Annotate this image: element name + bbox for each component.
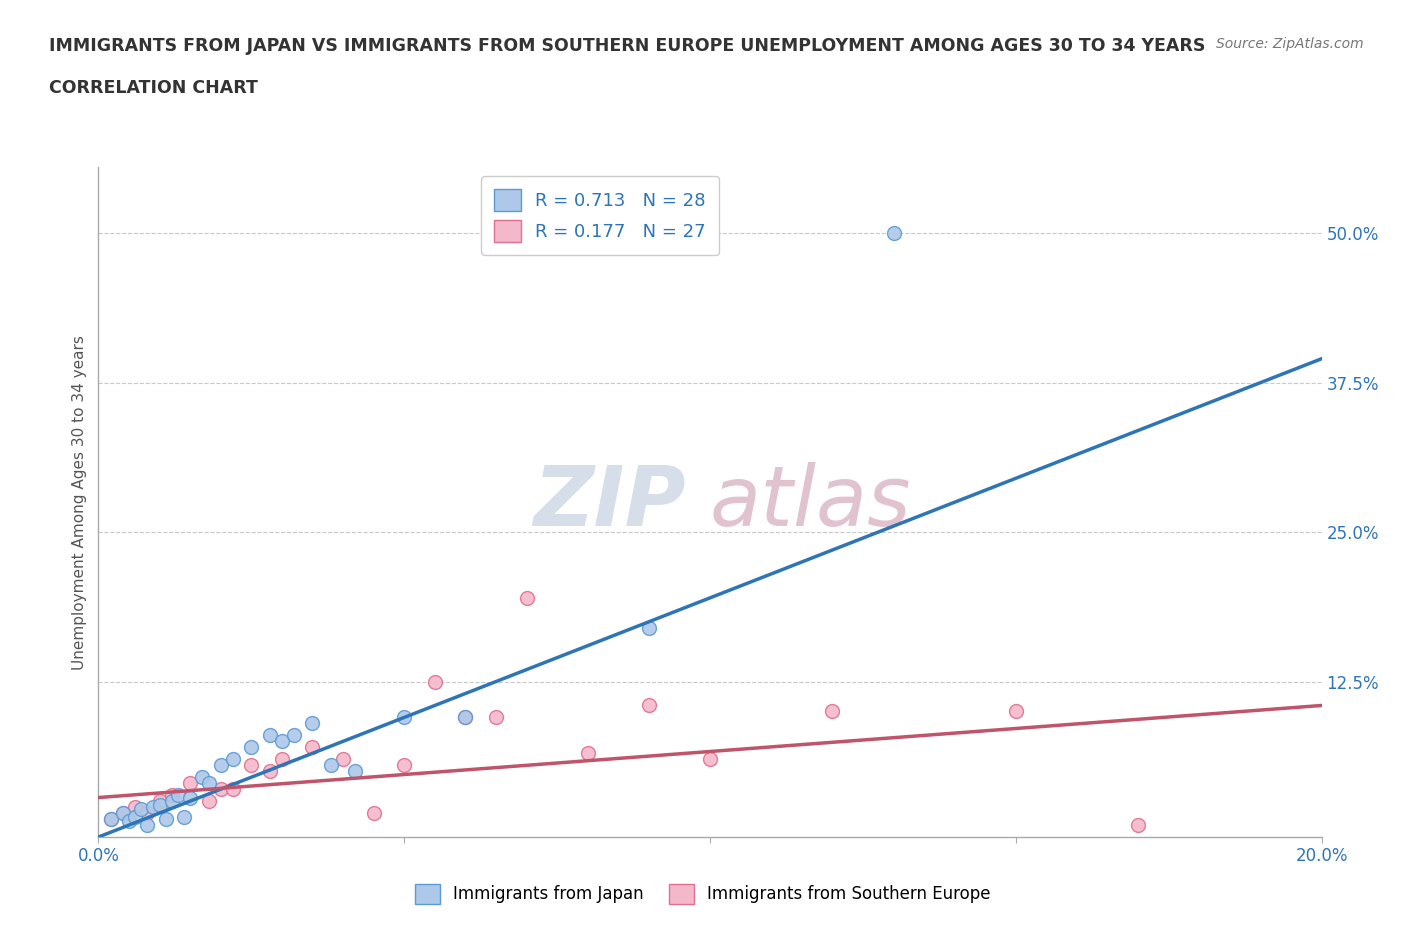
Y-axis label: Unemployment Among Ages 30 to 34 years: Unemployment Among Ages 30 to 34 years <box>72 335 87 670</box>
Legend: Immigrants from Japan, Immigrants from Southern Europe: Immigrants from Japan, Immigrants from S… <box>408 877 998 910</box>
Point <box>259 728 281 743</box>
Point <box>149 797 172 812</box>
Point <box>270 751 292 766</box>
Point <box>124 809 146 824</box>
Point <box>392 758 416 773</box>
Point <box>155 812 177 827</box>
Text: CORRELATION CHART: CORRELATION CHART <box>49 79 259 97</box>
Point <box>136 817 159 832</box>
Point <box>124 800 146 815</box>
Point <box>111 805 134 820</box>
Point <box>821 704 844 719</box>
Point <box>485 710 508 724</box>
Point <box>167 788 190 803</box>
Legend: R = 0.713   N = 28, R = 0.177   N = 27: R = 0.713 N = 28, R = 0.177 N = 27 <box>481 177 718 255</box>
Point <box>222 782 245 797</box>
Point <box>883 226 905 241</box>
Point <box>100 812 122 827</box>
Point <box>179 776 201 790</box>
Point <box>1004 704 1026 719</box>
Point <box>222 751 245 766</box>
Point <box>423 674 446 689</box>
Point <box>516 591 538 605</box>
Point <box>197 793 219 808</box>
Point <box>637 620 661 635</box>
Point <box>301 740 323 755</box>
Point <box>160 788 183 803</box>
Point <box>319 758 342 773</box>
Point <box>283 728 305 743</box>
Point <box>301 716 323 731</box>
Point <box>699 751 721 766</box>
Point <box>454 710 477 724</box>
Text: atlas: atlas <box>710 461 911 543</box>
Point <box>363 805 385 820</box>
Point <box>136 805 159 820</box>
Point <box>149 793 172 808</box>
Point <box>129 802 152 817</box>
Text: Source: ZipAtlas.com: Source: ZipAtlas.com <box>1216 37 1364 51</box>
Point <box>118 814 141 829</box>
Point <box>454 710 477 724</box>
Point <box>240 758 263 773</box>
Point <box>344 764 367 778</box>
Point <box>576 746 599 761</box>
Point <box>179 790 201 805</box>
Point <box>637 698 661 713</box>
Point <box>392 710 416 724</box>
Point <box>111 805 134 820</box>
Point <box>160 793 183 808</box>
Point <box>209 782 232 797</box>
Text: ZIP: ZIP <box>533 461 686 543</box>
Point <box>259 764 281 778</box>
Text: IMMIGRANTS FROM JAPAN VS IMMIGRANTS FROM SOUTHERN EUROPE UNEMPLOYMENT AMONG AGES: IMMIGRANTS FROM JAPAN VS IMMIGRANTS FROM… <box>49 37 1205 55</box>
Point <box>173 809 195 824</box>
Point <box>240 740 263 755</box>
Point <box>197 776 219 790</box>
Point <box>142 800 165 815</box>
Point <box>332 751 354 766</box>
Point <box>270 734 292 749</box>
Point <box>1128 817 1150 832</box>
Point <box>100 812 122 827</box>
Point <box>209 758 232 773</box>
Point <box>191 770 214 785</box>
